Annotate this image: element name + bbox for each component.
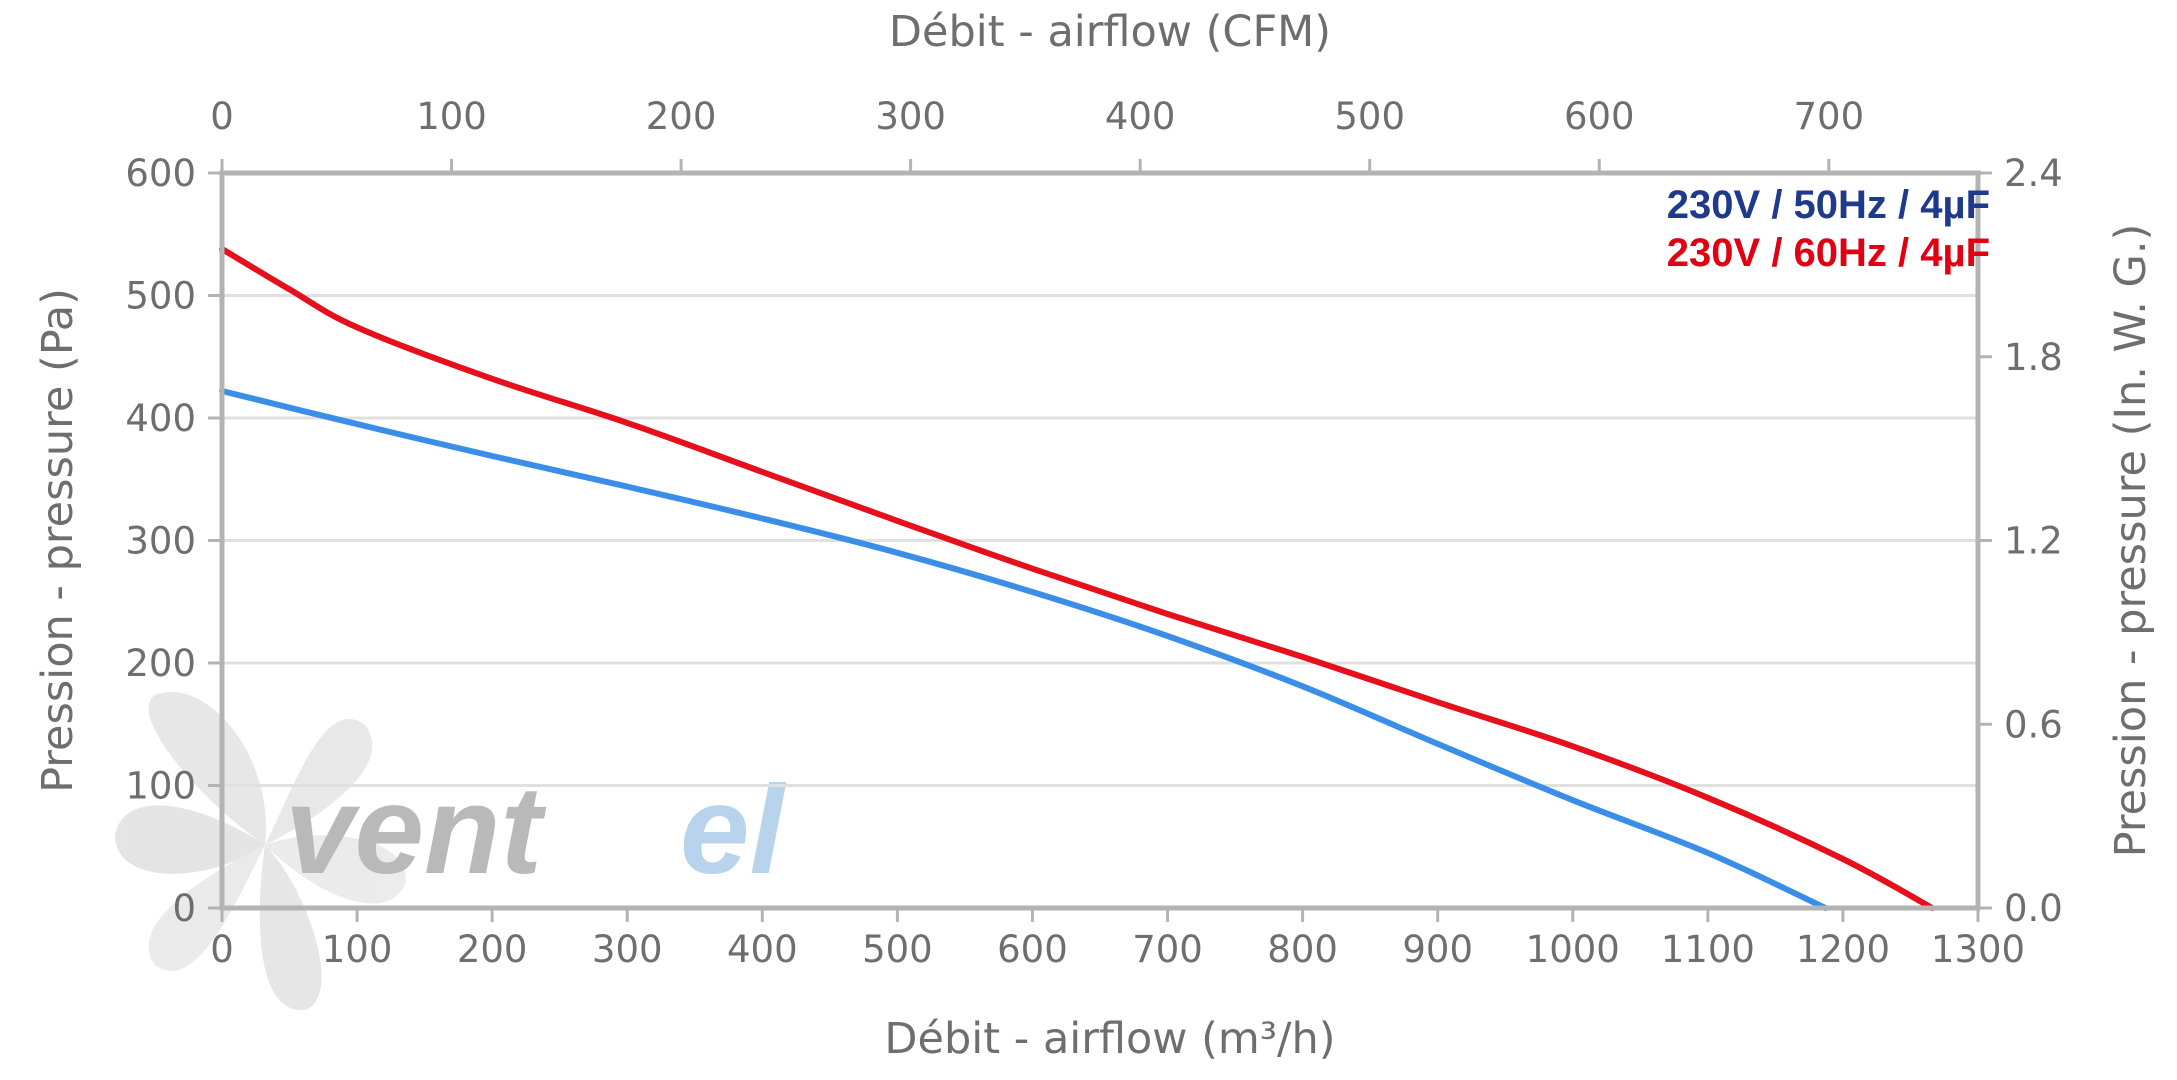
legend-item-1: 230V / 50Hz / 4µF <box>1667 183 1990 227</box>
y-left-tick-label: 0 <box>172 887 196 930</box>
x-top-axis-title: Débit - airflow (CFM) <box>889 7 1331 57</box>
x-top-tick-label: 500 <box>1334 95 1405 138</box>
x-bottom-tick-label: 0 <box>210 928 234 971</box>
x-top-tick-label: 400 <box>1105 95 1176 138</box>
axis-labels: 0 100 200 300 400 500 600 700 800 900 1000 1100 1200… <box>33 7 2156 1064</box>
y-right-tick-label: 0.6 <box>2004 703 2063 746</box>
x-top-tick-label: 0 <box>210 95 234 138</box>
x-bottom-axis-title: Débit - airflow (m³/h) <box>884 1014 1335 1064</box>
series-lines <box>219 246 1936 911</box>
x-bottom-tick-label: 600 <box>997 928 1068 971</box>
x-top-tick-label: 700 <box>1793 95 1864 138</box>
y-left-tick-label: 400 <box>125 397 196 440</box>
x-bottom-tick-label: 1100 <box>1661 928 1755 971</box>
y-left-tick-label: 100 <box>125 765 196 808</box>
y-left-tick-label: 500 <box>125 275 196 318</box>
y-right-tick-label: 2.4 <box>2004 152 2063 195</box>
legend-item-2: 230V / 60Hz / 4µF <box>1667 231 1990 275</box>
x-bottom-tick-label: 1300 <box>1931 928 2025 971</box>
x-bottom-tick-label: 900 <box>1402 928 1473 971</box>
x-bottom-tick-label: 400 <box>727 928 798 971</box>
x-bottom-tick-label: 800 <box>1267 928 1338 971</box>
fan-icon <box>115 691 406 1011</box>
x-bottom-tick-label: 1000 <box>1526 928 1620 971</box>
y-left-tick-label: 200 <box>125 642 196 685</box>
y-right-tick-label: 0.0 <box>2004 887 2063 930</box>
series-line-1 <box>219 388 1829 911</box>
logo-text-el: el <box>680 761 787 900</box>
y-right-tick-label: 1.8 <box>2004 336 2063 379</box>
grid-lines <box>222 294 1978 787</box>
x-bottom-tick-label: 700 <box>1132 928 1203 971</box>
x-bottom-tick-label: 300 <box>592 928 663 971</box>
y-left-tick-label: 300 <box>125 520 196 563</box>
x-top-tick-label: 200 <box>646 95 717 138</box>
y-right-axis-title: Pression - pressure (In. W. G.) <box>2106 224 2156 858</box>
series-line-2 <box>219 246 1936 911</box>
y-left-tick-label: 600 <box>125 152 196 195</box>
x-top-tick-label: 300 <box>875 95 946 138</box>
x-bottom-tick-label: 100 <box>322 928 393 971</box>
x-top-tick-label: 100 <box>416 95 487 138</box>
x-bottom-tick-label: 1200 <box>1796 928 1890 971</box>
axes <box>208 159 1992 922</box>
y-right-tick-label: 1.2 <box>2004 520 2063 563</box>
x-bottom-tick-label: 500 <box>862 928 933 971</box>
logo-text-vent: vent <box>285 761 546 900</box>
y-left-axis-title: Pression - pressure (Pa) <box>33 288 83 793</box>
x-bottom-tick-label: 200 <box>457 928 528 971</box>
x-top-tick-label: 600 <box>1564 95 1635 138</box>
